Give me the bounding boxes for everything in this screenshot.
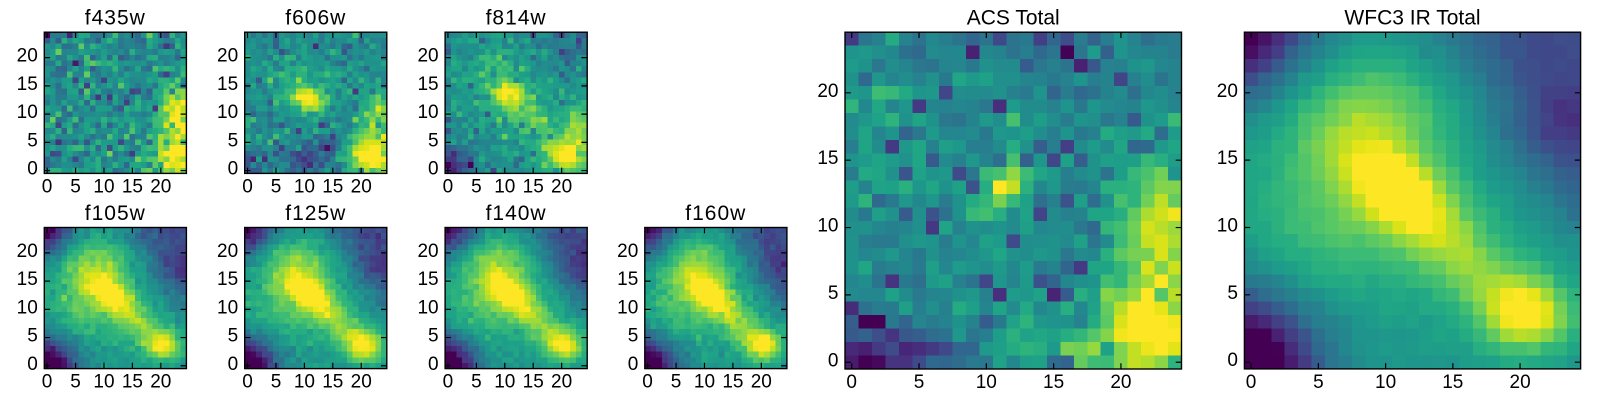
svg-text:0: 0 <box>828 350 839 371</box>
svg-text:0: 0 <box>1227 350 1238 371</box>
svg-text:0: 0 <box>428 354 439 375</box>
svg-text:5: 5 <box>70 372 81 393</box>
svg-text:5: 5 <box>27 326 38 347</box>
svg-text:20: 20 <box>551 372 572 393</box>
svg-text:5: 5 <box>828 283 839 304</box>
svg-text:5: 5 <box>271 372 282 393</box>
svg-text:0: 0 <box>242 176 253 197</box>
svg-text:WFC3 IR Total: WFC3 IR Total <box>1344 7 1480 30</box>
svg-text:0: 0 <box>428 159 439 180</box>
svg-text:10: 10 <box>17 102 38 123</box>
svg-text:0: 0 <box>242 372 253 393</box>
svg-text:20: 20 <box>1217 81 1238 102</box>
svg-text:20: 20 <box>17 241 38 262</box>
svg-text:5: 5 <box>471 372 482 393</box>
svg-text:10: 10 <box>93 176 114 197</box>
svg-text:15: 15 <box>1217 148 1238 169</box>
svg-text:20: 20 <box>351 372 372 393</box>
svg-text:5: 5 <box>428 130 439 151</box>
svg-text:15: 15 <box>17 269 38 290</box>
svg-text:20: 20 <box>217 241 238 262</box>
svg-text:5: 5 <box>228 326 239 347</box>
svg-text:20: 20 <box>417 46 438 67</box>
svg-text:20: 20 <box>817 81 838 102</box>
svg-text:20: 20 <box>751 372 772 393</box>
svg-text:0: 0 <box>443 372 454 393</box>
svg-text:15: 15 <box>122 176 143 197</box>
svg-text:0: 0 <box>846 372 857 393</box>
svg-text:15: 15 <box>1043 372 1064 393</box>
svg-text:20: 20 <box>150 176 171 197</box>
svg-text:10: 10 <box>817 216 838 237</box>
svg-text:20: 20 <box>1110 372 1131 393</box>
svg-text:5: 5 <box>671 372 682 393</box>
svg-text:5: 5 <box>271 176 282 197</box>
svg-text:15: 15 <box>523 176 544 197</box>
svg-text:20: 20 <box>217 46 238 67</box>
svg-text:10: 10 <box>1217 216 1238 237</box>
svg-text:0: 0 <box>443 176 454 197</box>
svg-text:10: 10 <box>93 372 114 393</box>
svg-text:10: 10 <box>494 372 515 393</box>
svg-text:0: 0 <box>42 372 53 393</box>
svg-text:20: 20 <box>1510 372 1531 393</box>
svg-text:15: 15 <box>122 372 143 393</box>
svg-text:15: 15 <box>322 176 343 197</box>
svg-text:15: 15 <box>523 372 544 393</box>
svg-text:15: 15 <box>617 269 638 290</box>
svg-text:20: 20 <box>150 372 171 393</box>
svg-text:10: 10 <box>294 372 315 393</box>
svg-text:15: 15 <box>722 372 743 393</box>
svg-text:10: 10 <box>417 102 438 123</box>
svg-text:5: 5 <box>1227 283 1238 304</box>
svg-text:15: 15 <box>417 74 438 95</box>
svg-text:15: 15 <box>817 148 838 169</box>
svg-text:0: 0 <box>228 159 239 180</box>
svg-text:0: 0 <box>27 354 38 375</box>
svg-text:5: 5 <box>27 130 38 151</box>
svg-text:0: 0 <box>642 372 653 393</box>
svg-text:15: 15 <box>17 74 38 95</box>
svg-text:15: 15 <box>417 269 438 290</box>
svg-text:10: 10 <box>617 297 638 318</box>
svg-text:20: 20 <box>551 176 572 197</box>
svg-text:15: 15 <box>217 269 238 290</box>
svg-text:10: 10 <box>694 372 715 393</box>
svg-text:f435w: f435w <box>85 7 146 30</box>
svg-text:10: 10 <box>976 372 997 393</box>
svg-text:10: 10 <box>1375 372 1396 393</box>
svg-text:10: 10 <box>294 176 315 197</box>
svg-text:5: 5 <box>428 326 439 347</box>
svg-text:15: 15 <box>217 74 238 95</box>
svg-text:5: 5 <box>70 176 81 197</box>
svg-text:f140w: f140w <box>486 202 547 225</box>
svg-text:0: 0 <box>42 176 53 197</box>
svg-text:15: 15 <box>1442 372 1463 393</box>
svg-text:f105w: f105w <box>85 202 146 225</box>
svg-text:20: 20 <box>351 176 372 197</box>
svg-text:5: 5 <box>228 130 239 151</box>
svg-text:f160w: f160w <box>685 202 746 225</box>
svg-text:5: 5 <box>471 176 482 197</box>
svg-text:0: 0 <box>628 354 639 375</box>
svg-text:ACS Total: ACS Total <box>967 7 1060 30</box>
svg-text:15: 15 <box>322 372 343 393</box>
svg-text:f606w: f606w <box>285 7 346 30</box>
svg-text:20: 20 <box>617 241 638 262</box>
svg-text:10: 10 <box>217 297 238 318</box>
svg-text:20: 20 <box>417 241 438 262</box>
svg-text:10: 10 <box>417 297 438 318</box>
svg-text:f814w: f814w <box>486 7 547 30</box>
svg-text:0: 0 <box>228 354 239 375</box>
svg-text:5: 5 <box>628 326 639 347</box>
svg-text:5: 5 <box>914 372 925 393</box>
svg-text:10: 10 <box>494 176 515 197</box>
svg-text:0: 0 <box>27 159 38 180</box>
svg-text:f125w: f125w <box>285 202 346 225</box>
svg-text:10: 10 <box>217 102 238 123</box>
svg-text:5: 5 <box>1313 372 1324 393</box>
svg-text:10: 10 <box>17 297 38 318</box>
svg-text:20: 20 <box>17 46 38 67</box>
svg-text:0: 0 <box>1246 372 1257 393</box>
